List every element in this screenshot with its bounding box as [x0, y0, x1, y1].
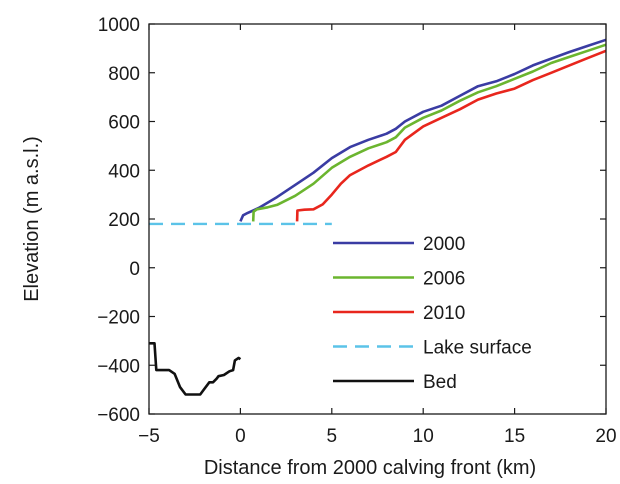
y-tick-label: 1000 — [98, 15, 140, 36]
x-tick-label: 10 — [413, 426, 434, 447]
legend-label-lake-surface: Lake surface — [423, 338, 532, 359]
y-tick-label: −200 — [97, 308, 140, 329]
y-tick-label: 200 — [108, 210, 140, 231]
y-axis-title: Elevation (m a.s.l.) — [21, 136, 43, 302]
series-layer — [149, 38, 607, 396]
x-axis: −5 0 5 10 15 20 — [138, 24, 617, 447]
x-axis-title: Distance from 2000 calving front (km) — [204, 457, 536, 479]
x-tick-label: 20 — [595, 426, 616, 447]
legend-label-2006: 2006 — [423, 269, 465, 290]
y-tick-label: 800 — [108, 64, 140, 85]
x-tick-label: 15 — [504, 426, 525, 447]
series-line-2006 — [251, 43, 607, 222]
legend-label-2010: 2010 — [423, 303, 465, 324]
legend-box — [322, 226, 570, 392]
y-axis: −600 −400 −200 0 200 400 600 800 1000 — [97, 15, 606, 426]
y-tick-label: 0 — [129, 259, 140, 280]
series-line-bed — [149, 341, 242, 396]
y-tick-label: −600 — [97, 405, 140, 426]
legend-label-2000: 2000 — [423, 234, 465, 255]
x-tick-label: 5 — [327, 426, 338, 447]
legend: 2000 2006 2010 Lake surface Bed — [322, 226, 570, 393]
legend-label-bed: Bed — [423, 372, 457, 393]
series-line-2010 — [295, 49, 607, 222]
y-tick-label: 400 — [108, 161, 140, 182]
y-tick-label: −400 — [97, 356, 140, 377]
x-tick-label: −5 — [138, 426, 160, 447]
y-tick-label: 600 — [108, 113, 140, 134]
x-tick-label: 0 — [235, 426, 246, 447]
series-line-2000 — [239, 38, 607, 222]
